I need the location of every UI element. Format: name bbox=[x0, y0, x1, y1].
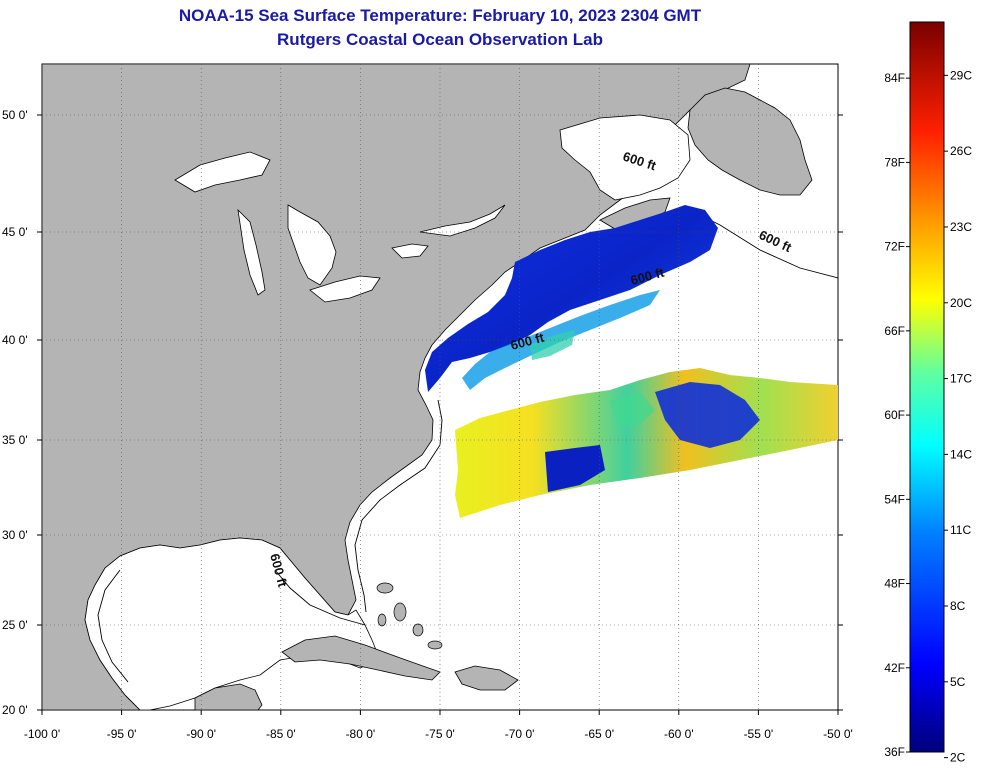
y-axis: 20 0' 25 0' 30 0' 35 0' 40 0' 45 0' 50 0' bbox=[2, 108, 843, 717]
sst-swath-blue-east bbox=[655, 382, 760, 448]
colorbar-f-label: 36F bbox=[884, 745, 905, 759]
contour-600ft bbox=[97, 209, 838, 683]
colorbar-c-label: 20C bbox=[950, 296, 972, 310]
y-tick-label: 45 0' bbox=[2, 225, 28, 239]
x-tick-label: -100 0' bbox=[24, 727, 60, 741]
y-tick-label: 25 0' bbox=[2, 618, 28, 632]
x-tick-label: -65 0' bbox=[584, 727, 614, 741]
colorbar-f-label: 72F bbox=[884, 240, 905, 254]
colorbar-celsius-labels: 2C 5C 8C 11C 14C 17C 20C 23C 26C 29C bbox=[944, 68, 972, 765]
colorbar-f-label: 48F bbox=[884, 577, 905, 591]
colorbar-c-label: 2C bbox=[950, 751, 966, 765]
colorbar-f-label: 66F bbox=[884, 324, 905, 338]
x-tick-label: -80 0' bbox=[346, 727, 376, 741]
sst-swath-blue-core bbox=[545, 445, 605, 492]
gulf-of-mexico bbox=[84, 537, 381, 710]
x-tick-label: -55 0' bbox=[744, 727, 774, 741]
land-yucatan bbox=[194, 683, 263, 710]
map-title: NOAA-15 Sea Surface Temperature: Februar… bbox=[178, 6, 702, 25]
colorbar-c-label: 23C bbox=[950, 220, 972, 234]
sst-swath-green bbox=[610, 392, 655, 428]
map-subtitle: Rutgers Coastal Ocean Observation Lab bbox=[277, 30, 603, 49]
land-hispaniola bbox=[454, 665, 519, 691]
x-tick-label: -85 0' bbox=[266, 727, 296, 741]
colorbar-c-label: 17C bbox=[950, 372, 972, 386]
x-tick-label: -70 0' bbox=[505, 727, 535, 741]
y-tick-label: 30 0' bbox=[2, 528, 28, 542]
colorbar-c-label: 14C bbox=[950, 447, 972, 461]
colorbar-f-label: 42F bbox=[884, 661, 905, 675]
sst-swath-north bbox=[425, 205, 718, 392]
colorbar-f-label: 78F bbox=[884, 155, 905, 169]
gulf-st-lawrence bbox=[559, 114, 691, 201]
x-tick-label: -90 0' bbox=[186, 727, 216, 741]
bahamas bbox=[376, 582, 443, 650]
colorbar-c-label: 5C bbox=[950, 675, 966, 689]
colorbar-f-label: 60F bbox=[884, 408, 905, 422]
x-tick-label: -50 0' bbox=[823, 727, 853, 741]
grid-lines bbox=[42, 64, 838, 710]
land-cuba bbox=[281, 635, 441, 681]
great-lakes bbox=[174, 151, 506, 303]
colorbar-fahrenheit-labels: 36F 42F 48F 54F 60F 66F 72F 78F 84F bbox=[884, 71, 910, 759]
x-tick-label: -95 0' bbox=[107, 727, 137, 741]
y-tick-label: 40 0' bbox=[2, 333, 28, 347]
colorbar-f-label: 84F bbox=[884, 71, 905, 85]
colorbar-c-label: 26C bbox=[950, 144, 972, 158]
colorbar bbox=[909, 21, 945, 753]
x-axis: -100 0' -95 0' -90 0' -85 0' -80 0' -75 0' -70… bbox=[24, 710, 853, 741]
y-tick-label: 20 0' bbox=[2, 703, 28, 717]
sst-swath-warm-patch bbox=[530, 330, 575, 360]
x-tick-label: -75 0' bbox=[425, 727, 455, 741]
colorbar-f-label: 54F bbox=[884, 492, 905, 506]
x-tick-label: -60 0' bbox=[664, 727, 694, 741]
y-tick-label: 35 0' bbox=[2, 433, 28, 447]
colorbar-c-label: 11C bbox=[950, 523, 971, 537]
colorbar-c-label: 29C bbox=[950, 68, 972, 82]
y-tick-label: 50 0' bbox=[2, 108, 28, 122]
colorbar-c-label: 8C bbox=[950, 599, 966, 613]
